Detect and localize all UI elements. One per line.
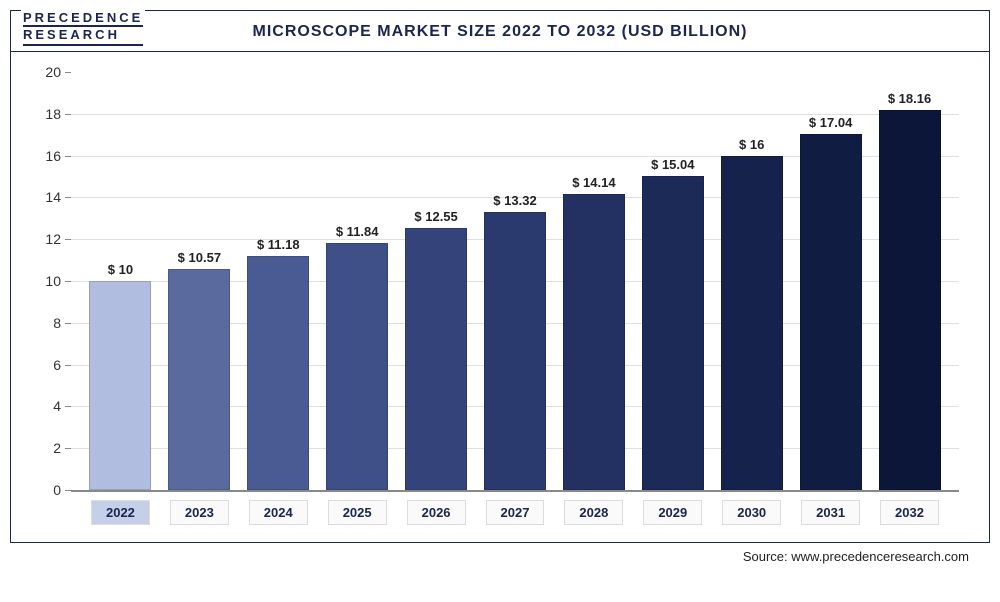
bar-wrap: $ 11.18	[239, 72, 318, 490]
x-label-wrap: 2026	[397, 500, 476, 525]
bar-value-label: $ 11.84	[336, 224, 379, 239]
chart-title: MICROSCOPE MARKET SIZE 2022 TO 2032 (USD…	[11, 11, 989, 52]
bar-wrap: $ 11.84	[318, 72, 397, 490]
brand-logo: PRECEDENCE RESEARCH	[21, 9, 145, 48]
x-label-wrap: 2028	[554, 500, 633, 525]
bar-value-label: $ 10	[108, 262, 133, 277]
y-tick-label: 18	[45, 106, 61, 122]
y-tick-label: 6	[53, 357, 61, 373]
y-axis: 02468101214161820	[31, 72, 71, 490]
bar	[800, 134, 862, 490]
bar	[89, 281, 151, 490]
bar-value-label: $ 12.55	[414, 209, 457, 224]
bar-value-label: $ 17.04	[809, 115, 852, 130]
bar	[247, 256, 309, 490]
y-tick-label: 4	[53, 398, 61, 414]
logo-line1: PRECEDENCE	[23, 11, 143, 25]
bar-value-label: $ 14.14	[572, 175, 615, 190]
bar	[642, 176, 704, 490]
y-tick-label: 16	[45, 148, 61, 164]
x-label: 2030	[722, 500, 781, 525]
bar	[721, 156, 783, 490]
plot-area: 02468101214161820 $ 10$ 10.57$ 11.18$ 11…	[71, 72, 959, 492]
bar	[563, 194, 625, 490]
bar-wrap: $ 13.32	[476, 72, 555, 490]
x-label: 2031	[801, 500, 860, 525]
y-tick-label: 8	[53, 315, 61, 331]
bar-value-label: $ 15.04	[651, 157, 694, 172]
bar-wrap: $ 17.04	[791, 72, 870, 490]
bar-value-label: $ 16	[739, 137, 764, 152]
bar-group: $ 10 $ 10.57 $ 11.18 $ 11.84 $ 12.55 $ 13.32 $…	[81, 72, 949, 490]
x-axis-labels: 2022 2023 2024 2025 2026 2027 2028 2029 2030 2031…	[71, 500, 959, 525]
bar-wrap: $ 14.14	[554, 72, 633, 490]
y-tick-label: 14	[45, 189, 61, 205]
logo-line2: RESEARCH	[23, 25, 143, 45]
bar	[326, 243, 388, 490]
x-label: 2032	[880, 500, 939, 525]
chart-area: 0 2 4 6 8 10 12 14 16 18 20 $ 10 $ 10.57 $ 11.18 $ 11…	[11, 52, 989, 542]
x-label-wrap: 2023	[160, 500, 239, 525]
x-label: 2027	[486, 500, 545, 525]
y-tick-label: 2	[53, 440, 61, 456]
x-label-wrap: 2029	[633, 500, 712, 525]
x-label: 2028	[564, 500, 623, 525]
y-tick-mark	[65, 72, 71, 73]
bar-wrap: $ 12.55	[397, 72, 476, 490]
x-label: 2022	[91, 500, 150, 525]
x-label-wrap: 2024	[239, 500, 318, 525]
x-label: 2029	[643, 500, 702, 525]
bar-wrap: $ 10	[81, 72, 160, 490]
bar-wrap: $ 18.16	[870, 72, 949, 490]
y-tick-mark	[65, 490, 71, 491]
bar	[484, 212, 546, 490]
y-tick-label: 12	[45, 231, 61, 247]
bar-value-label: $ 18.16	[888, 91, 931, 106]
bar-value-label: $ 11.18	[257, 237, 300, 252]
x-label-wrap: 2030	[712, 500, 791, 525]
x-label: 2025	[328, 500, 387, 525]
x-label-wrap: 2025	[318, 500, 397, 525]
x-label: 2024	[249, 500, 308, 525]
bar	[879, 110, 941, 490]
bar-value-label: $ 10.57	[178, 250, 221, 265]
bar-value-label: $ 13.32	[493, 193, 536, 208]
source-text: Source: www.precedenceresearch.com	[743, 549, 969, 564]
x-label-wrap: 2022	[81, 500, 160, 525]
bar	[405, 228, 467, 490]
x-label: 2023	[170, 500, 229, 525]
y-tick-label: 20	[45, 64, 61, 80]
bar-wrap: $ 16	[712, 72, 791, 490]
bar-wrap: $ 10.57	[160, 72, 239, 490]
x-label-wrap: 2032	[870, 500, 949, 525]
bar	[168, 269, 230, 490]
y-tick-label: 10	[45, 273, 61, 289]
y-tick-label: 0	[53, 482, 61, 498]
chart-container: PRECEDENCE RESEARCH MICROSCOPE MARKET SI…	[10, 10, 990, 543]
x-label-wrap: 2031	[791, 500, 870, 525]
bar-wrap: $ 15.04	[633, 72, 712, 490]
x-label: 2026	[407, 500, 466, 525]
x-label-wrap: 2027	[476, 500, 555, 525]
